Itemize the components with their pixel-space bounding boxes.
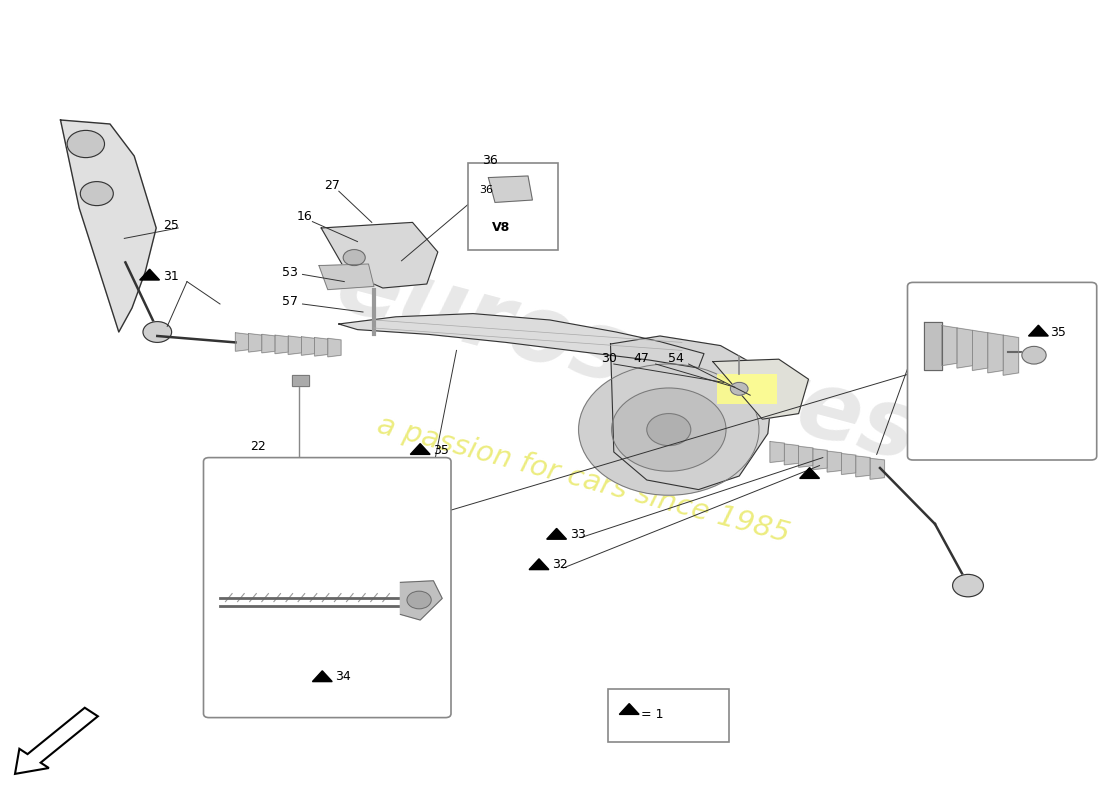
- FancyBboxPatch shape: [608, 689, 729, 742]
- Text: = 1: = 1: [641, 708, 663, 721]
- Polygon shape: [275, 335, 288, 354]
- Text: 53: 53: [282, 266, 297, 278]
- Circle shape: [953, 574, 983, 597]
- Polygon shape: [972, 330, 988, 370]
- Polygon shape: [827, 451, 842, 472]
- Polygon shape: [140, 269, 159, 280]
- Text: 54: 54: [668, 352, 683, 365]
- Circle shape: [579, 364, 759, 495]
- FancyBboxPatch shape: [204, 458, 451, 718]
- Text: 30: 30: [601, 352, 616, 365]
- Text: 27: 27: [324, 179, 340, 192]
- Circle shape: [407, 591, 431, 609]
- Polygon shape: [610, 336, 772, 490]
- Text: 47: 47: [634, 352, 649, 365]
- Circle shape: [1022, 346, 1046, 364]
- Polygon shape: [942, 326, 957, 366]
- FancyBboxPatch shape: [717, 374, 777, 404]
- Circle shape: [67, 130, 104, 158]
- Polygon shape: [957, 328, 972, 368]
- Polygon shape: [319, 264, 374, 290]
- Polygon shape: [924, 322, 942, 370]
- Circle shape: [612, 388, 726, 471]
- Polygon shape: [262, 334, 275, 353]
- Polygon shape: [547, 528, 567, 539]
- Text: 31: 31: [163, 270, 178, 282]
- Polygon shape: [321, 222, 438, 288]
- Text: 32: 32: [552, 558, 568, 571]
- Polygon shape: [339, 314, 704, 368]
- Polygon shape: [235, 333, 249, 351]
- Polygon shape: [315, 338, 328, 356]
- Polygon shape: [784, 444, 799, 465]
- Polygon shape: [301, 337, 315, 355]
- Polygon shape: [60, 120, 156, 332]
- Polygon shape: [529, 558, 549, 570]
- FancyBboxPatch shape: [908, 282, 1097, 460]
- Polygon shape: [770, 442, 784, 462]
- FancyArrow shape: [15, 708, 98, 774]
- Text: 16: 16: [297, 210, 312, 222]
- Text: 36: 36: [480, 186, 494, 195]
- Text: 57: 57: [282, 295, 298, 308]
- Polygon shape: [249, 334, 262, 352]
- Polygon shape: [488, 176, 532, 202]
- Polygon shape: [328, 338, 341, 357]
- Polygon shape: [400, 581, 442, 620]
- Polygon shape: [1028, 326, 1048, 336]
- Bar: [292, 375, 309, 386]
- Text: a passion for cars since 1985: a passion for cars since 1985: [374, 411, 792, 549]
- Polygon shape: [988, 333, 1003, 373]
- Circle shape: [143, 322, 172, 342]
- Text: eurospares: eurospares: [327, 238, 927, 482]
- Polygon shape: [856, 456, 870, 477]
- Polygon shape: [288, 336, 301, 354]
- Text: 25: 25: [163, 219, 178, 232]
- Text: 34: 34: [336, 670, 351, 682]
- Text: 36: 36: [482, 154, 497, 166]
- Polygon shape: [713, 359, 808, 419]
- FancyBboxPatch shape: [468, 163, 558, 250]
- Text: 35: 35: [1050, 326, 1066, 338]
- Text: 33: 33: [570, 528, 585, 541]
- Polygon shape: [410, 443, 430, 454]
- Circle shape: [730, 382, 748, 395]
- Polygon shape: [312, 670, 332, 682]
- Polygon shape: [842, 454, 856, 474]
- Bar: [292, 375, 309, 386]
- Polygon shape: [1003, 335, 1019, 375]
- Polygon shape: [870, 458, 884, 479]
- Polygon shape: [799, 446, 813, 467]
- Circle shape: [343, 250, 365, 266]
- Circle shape: [80, 182, 113, 206]
- Text: V8: V8: [492, 221, 510, 234]
- Polygon shape: [800, 467, 820, 478]
- Text: 35: 35: [433, 444, 449, 457]
- Text: 22: 22: [250, 440, 265, 453]
- Polygon shape: [813, 449, 827, 470]
- Circle shape: [647, 414, 691, 446]
- Polygon shape: [619, 704, 639, 714]
